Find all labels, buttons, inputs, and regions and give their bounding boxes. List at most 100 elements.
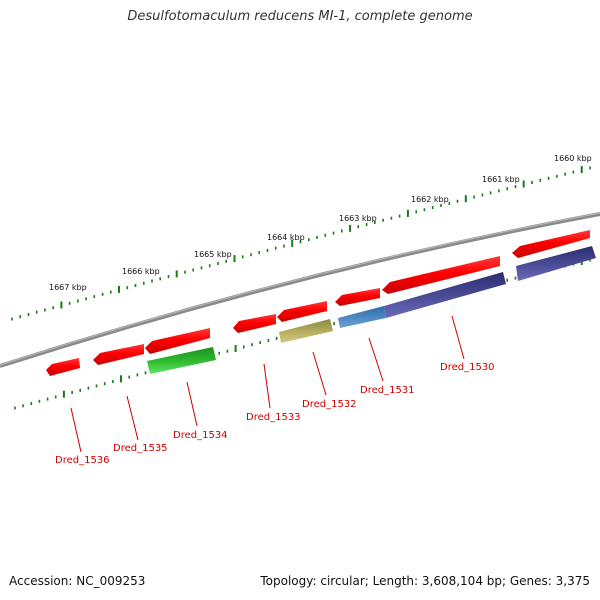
genome-backbone-highlight <box>0 212 600 366</box>
outer-minor-tick <box>35 310 38 314</box>
outer-minor-tick <box>126 286 129 290</box>
outer-minor-tick <box>208 264 211 268</box>
scale-label-1660: 1660 kbp <box>554 154 592 163</box>
outer-major-tick <box>291 239 294 247</box>
outer-minor-tick <box>456 199 459 203</box>
scale-label-1662: 1662 kbp <box>411 195 449 204</box>
gene-arrow-1535[interactable] <box>93 344 144 365</box>
scale-label-1666: 1666 kbp <box>122 267 160 276</box>
inner-minor-tick <box>267 339 270 342</box>
outer-minor-tick <box>110 290 112 294</box>
outer-major-tick <box>118 285 120 293</box>
inner-minor-tick <box>275 336 278 340</box>
genome-backbone <box>0 212 600 368</box>
outer-minor-tick <box>11 317 13 321</box>
outer-minor-tick <box>93 295 96 299</box>
gene-label-dred-1533: Dred_1533 <box>246 412 301 423</box>
outer-minor-tick <box>332 231 335 235</box>
scale-label-1665: 1665 kbp <box>194 250 232 259</box>
inner-minor-tick <box>128 375 130 379</box>
outer-minor-tick <box>431 206 434 210</box>
outer-minor-tick <box>341 229 343 233</box>
gene-label-dred-1531: Dred_1531 <box>360 385 415 396</box>
inner-minor-tick <box>333 322 335 326</box>
outer-minor-tick <box>52 306 54 310</box>
outer-minor-tick <box>423 208 426 212</box>
inner-minor-tick <box>589 258 591 262</box>
outer-minor-tick <box>547 176 550 180</box>
inner-minor-tick <box>38 399 41 403</box>
outer-major-tick <box>522 180 525 188</box>
scale-label-1664: 1664 kbp <box>267 233 305 242</box>
inner-minor-tick <box>14 406 16 410</box>
outer-minor-tick <box>514 185 517 189</box>
outer-minor-tick <box>85 297 87 301</box>
outer-minor-tick <box>440 204 442 207</box>
inner-minor-tick <box>136 373 139 377</box>
inner-minor-tick <box>218 351 220 355</box>
outer-minor-tick <box>258 251 260 255</box>
outer-minor-tick <box>489 191 492 195</box>
genome-title: Desulfotomaculum reducens MI-1, complete… <box>127 9 473 24</box>
outer-minor-tick <box>415 210 417 214</box>
inner-minor-tick <box>95 384 98 388</box>
outer-minor-tick <box>539 178 542 182</box>
scale-label-1661: 1661 kbp <box>482 175 520 184</box>
gene-arrow-1536[interactable] <box>46 358 80 376</box>
gene-arrow-1531-top[interactable] <box>335 288 380 306</box>
gene-label-dred-1535: Dred_1535 <box>113 443 168 454</box>
inner-minor-tick <box>79 388 81 392</box>
outer-minor-tick <box>192 268 194 272</box>
gene-arrow-1533[interactable] <box>233 314 276 333</box>
feature-navy-1530[interactable] <box>384 272 506 318</box>
outer-minor-tick <box>481 193 484 197</box>
outer-minor-tick <box>159 277 161 281</box>
gene-label-dred-1536: Dred_1536 <box>55 455 110 466</box>
inner-minor-tick <box>259 341 261 345</box>
outer-major-tick <box>406 209 409 217</box>
gene-label-dred-1532: Dred_1532 <box>302 399 357 410</box>
outer-minor-tick <box>250 253 252 257</box>
outer-minor-tick <box>134 284 137 287</box>
gene-arrow-1530-top[interactable] <box>382 256 500 294</box>
outer-major-tick <box>233 255 236 263</box>
scale-label-1663: 1663 kbp <box>339 214 377 223</box>
gene-label-leaders <box>70 315 465 453</box>
outer-minor-tick <box>448 201 451 205</box>
feature-blue-1531[interactable] <box>338 306 386 328</box>
feature-navy-1529[interactable] <box>516 246 596 281</box>
gene-label-dred-1530: Dred_1530 <box>440 362 495 373</box>
gene-arrow-1532-top[interactable] <box>277 301 327 322</box>
outer-minor-tick <box>19 315 21 319</box>
inner-minor-tick <box>251 343 253 347</box>
outer-scale-ticks <box>11 166 591 321</box>
outer-minor-tick <box>589 166 591 170</box>
feature-green-1534[interactable] <box>147 347 216 374</box>
outer-minor-tick <box>68 301 71 305</box>
feature-khaki-1532[interactable] <box>279 319 333 343</box>
outer-minor-tick <box>316 235 318 239</box>
outer-minor-tick <box>556 174 558 178</box>
inner-minor-tick <box>514 276 517 280</box>
genome-summary: Topology: circular; Length: 3,608,104 bp… <box>260 574 590 588</box>
outer-major-tick <box>349 224 352 232</box>
outer-minor-tick <box>357 225 360 229</box>
outer-minor-tick <box>299 240 302 244</box>
gene-arrow-1534-top[interactable] <box>145 328 210 354</box>
outer-minor-tick <box>266 248 269 252</box>
outer-minor-tick <box>374 221 376 224</box>
outer-minor-tick <box>101 292 104 296</box>
outer-minor-tick <box>308 238 310 242</box>
gene-arrow-1529[interactable] <box>512 230 590 258</box>
outer-minor-tick <box>217 262 219 265</box>
inner-minor-tick <box>103 382 106 386</box>
outer-minor-tick <box>564 172 566 176</box>
outer-minor-tick <box>390 216 393 220</box>
outer-minor-tick <box>498 189 500 193</box>
outer-minor-tick <box>143 281 145 285</box>
outer-minor-tick <box>27 313 30 316</box>
outer-major-tick <box>464 195 467 203</box>
outer-major-tick <box>175 270 178 278</box>
outer-minor-tick <box>382 218 384 222</box>
